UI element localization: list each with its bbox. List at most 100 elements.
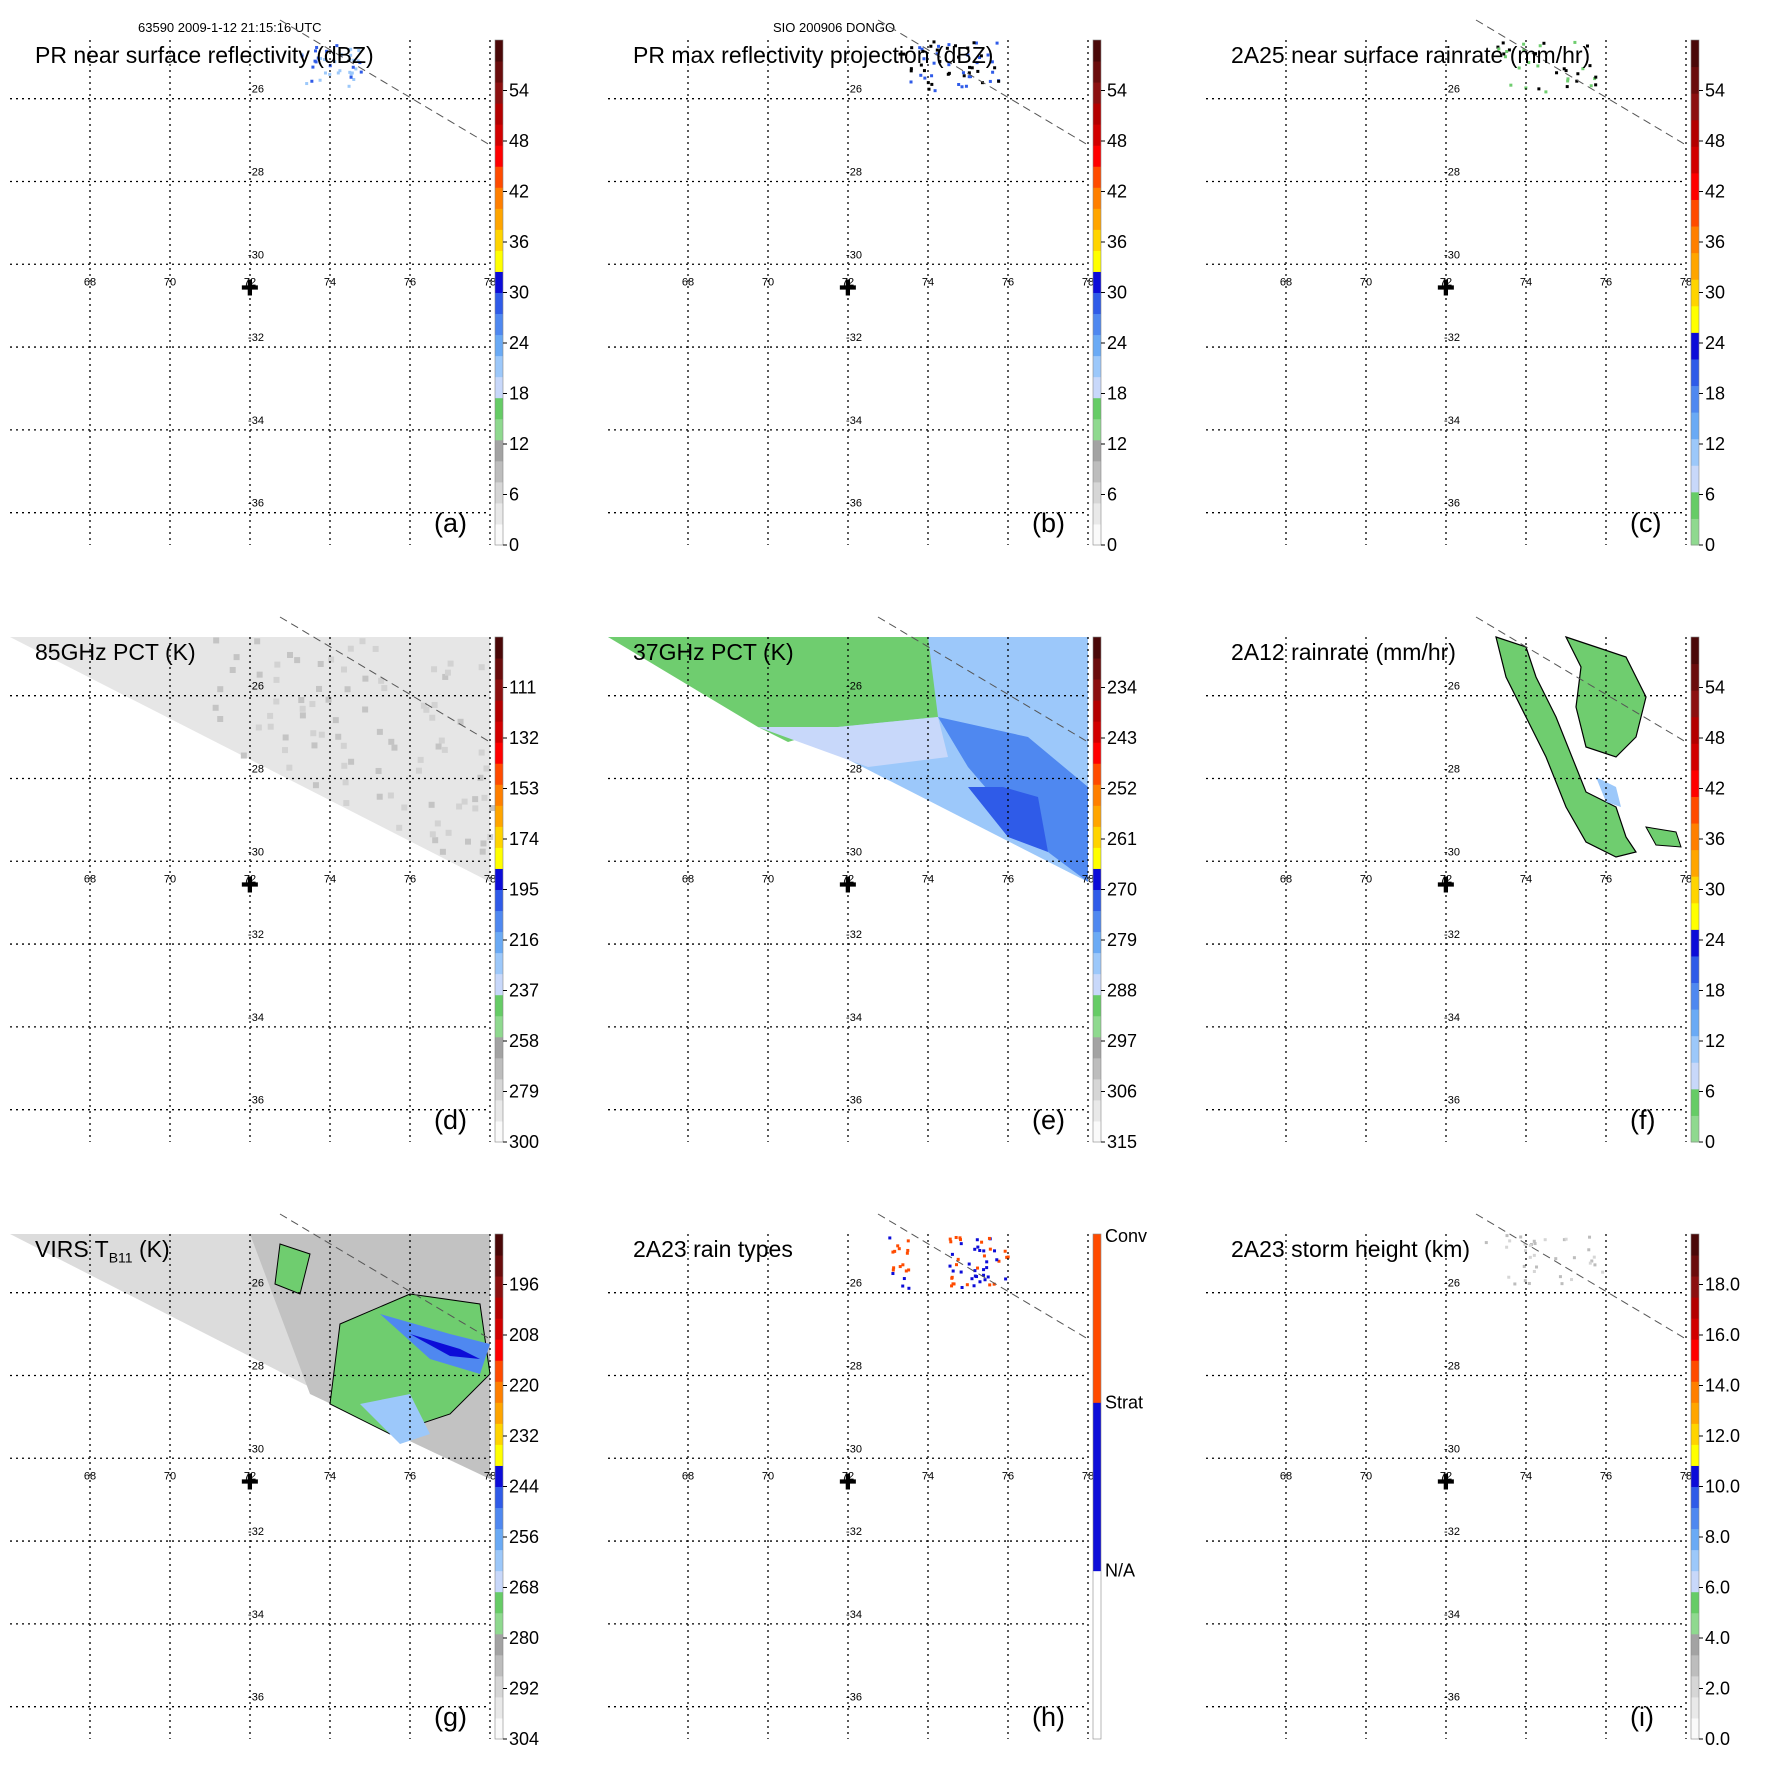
colorbar-tick-label: 12	[1107, 434, 1127, 454]
colorbar-tick-label: 24	[1705, 333, 1725, 353]
pixel	[378, 677, 385, 684]
pixel	[254, 638, 261, 645]
echo-pixel	[933, 89, 937, 93]
echo-pixel	[1589, 84, 1593, 88]
echo-pixel	[961, 71, 965, 75]
colorbar-segment	[1691, 438, 1699, 466]
echo-pixel	[932, 61, 936, 65]
colorbar-segment	[1691, 199, 1699, 227]
colorbar-tick-label: 10.0	[1705, 1477, 1740, 1497]
colorbar-segment	[1691, 1115, 1699, 1143]
height-pixel	[1562, 1238, 1566, 1242]
height-pixel	[1590, 1259, 1594, 1263]
colorbar-segment	[495, 1339, 503, 1361]
height-pixel	[1523, 1279, 1527, 1283]
echo-pixel	[978, 55, 982, 59]
colorbar-segment	[495, 973, 503, 996]
raintype-pixel	[905, 1251, 909, 1255]
lat-tick-label: -32	[248, 332, 264, 344]
data-field	[1495, 635, 1682, 858]
pixel	[461, 798, 468, 805]
raintype-pixel	[978, 1280, 982, 1284]
data-field	[10, 1234, 491, 1479]
colorbar-segment	[495, 1507, 503, 1530]
grid	[1206, 40, 1687, 545]
echo-pixel	[1566, 79, 1570, 83]
echo-pixel	[909, 80, 913, 84]
panel-f: -26 -28 -30 -32 -34 -36 68 70 72 74 76 78 ✚ 0 6 12 18 24 3…	[1206, 616, 1726, 1177]
pixel	[415, 767, 422, 774]
lon-tick-label: 72	[1440, 276, 1452, 288]
lon-tick-label: 68	[1280, 1470, 1292, 1482]
echo-pixel	[333, 60, 337, 64]
colorbar-segment	[1691, 849, 1699, 877]
colorbar-segment	[495, 292, 503, 315]
pixel	[362, 706, 369, 713]
echo-pixel	[338, 69, 342, 73]
colorbar-segment	[1093, 1078, 1101, 1101]
anvil-region	[360, 1394, 430, 1444]
lon-tick-label: 74	[324, 276, 336, 288]
site-marker: ✚	[241, 1470, 259, 1495]
raintype-pixel	[983, 1278, 987, 1282]
colorbar-segment	[1691, 955, 1699, 984]
map-svg: -26 -28 -30 -32 -34 -36 68 70 72 74 76 78 ✚ 315 306 297…	[608, 616, 1137, 1152]
echo-pixel	[1564, 69, 1568, 73]
lon-tick-label: 74	[922, 1470, 934, 1482]
colorbar-segment	[1691, 1654, 1699, 1677]
raintype-pixel	[949, 1240, 953, 1244]
panel-label: (g)	[434, 1702, 467, 1732]
colorbar-segment	[1691, 412, 1699, 440]
colorbar-segment	[495, 679, 503, 701]
colorbar-segment	[495, 334, 503, 357]
lon-tick-label: 72	[1440, 873, 1452, 885]
echo-pixel	[947, 43, 951, 47]
colorbar-tick-label: 306	[1107, 1082, 1137, 1102]
raintype-pixel	[897, 1247, 901, 1251]
echo-pixel	[957, 55, 961, 59]
colorbar-tick-label: 12	[1705, 1031, 1725, 1051]
map-svg: -26 -28 -30 -32 -34 -36 68 70 72 74 76 78 ✚ 0 6 12 18 24 3…	[608, 19, 1127, 555]
echo-pixel	[311, 65, 315, 69]
data-field	[10, 637, 496, 882]
lon-tick-label: 70	[1360, 276, 1372, 288]
colorbar: 304 292 280 268 256 244 232 220 208 196	[494, 1233, 539, 1749]
pixel	[359, 638, 366, 645]
colorbar-segment	[495, 826, 503, 848]
colorbar-segment	[1691, 358, 1699, 387]
colorbar-tick-label: 12	[509, 434, 529, 454]
pixel	[267, 723, 274, 730]
pixel	[447, 660, 454, 667]
colorbar-segment	[495, 1120, 503, 1143]
colorbar-tick-label: 24	[1107, 333, 1127, 353]
echo-pixel	[970, 66, 974, 70]
lon-tick-label: 78	[1680, 873, 1692, 885]
height-pixel	[1508, 1239, 1512, 1243]
colorbar-segment	[495, 61, 503, 83]
colorbar-tick-label: 300	[509, 1132, 539, 1152]
lat-tick-label: -30	[248, 846, 264, 858]
colorbar-segment	[1691, 491, 1699, 519]
data-field	[300, 44, 363, 88]
lon-tick-label: 78	[1082, 1470, 1094, 1482]
echo-pixel	[975, 61, 979, 65]
pixel	[431, 701, 438, 708]
lon-tick-label: 76	[404, 873, 416, 885]
pixel	[343, 800, 350, 807]
colorbar-tick-label: 288	[1107, 981, 1137, 1001]
pixel	[456, 803, 463, 810]
echo-pixel	[962, 74, 966, 78]
pixel	[286, 764, 293, 771]
pixel	[445, 829, 452, 836]
height-pixel	[1522, 1264, 1526, 1268]
lat-tick-label: -26	[248, 1278, 264, 1290]
lat-tick-label: -34	[846, 1012, 862, 1024]
colorbar-segment	[1093, 931, 1101, 954]
lat-tick-label: -26	[248, 681, 264, 693]
echo-pixel	[318, 78, 322, 82]
lat-tick-label: -30	[1444, 1443, 1460, 1455]
colorbar-segment	[1093, 271, 1101, 293]
pixel	[434, 820, 441, 827]
height-pixel	[1532, 1253, 1536, 1257]
pixel	[489, 804, 496, 811]
